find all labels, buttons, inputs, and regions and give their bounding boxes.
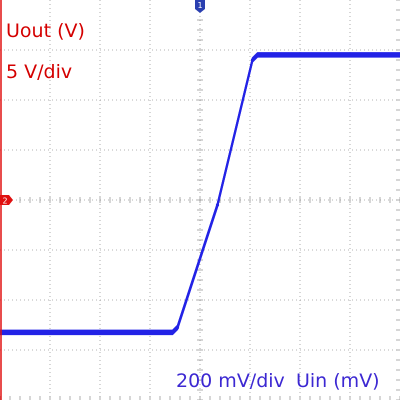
trigger-marker: 1 <box>195 0 205 13</box>
trace-point <box>250 58 255 62</box>
trace-point <box>175 325 180 330</box>
y-scale-label: 5 V/div <box>6 61 72 83</box>
trigger-marker-label: 1 <box>197 1 202 10</box>
ch2-marker-label: 2 <box>2 197 7 206</box>
x-scale-label: 200 mV/div <box>176 370 285 392</box>
y-axis-label: Uout (V) <box>6 20 85 42</box>
trace-point <box>170 330 175 335</box>
x-axis-label: Uin (mV) <box>296 370 380 392</box>
trace-point <box>255 53 260 57</box>
ch2-marker: 2 <box>0 195 13 206</box>
trace-band-0-3 <box>0 56 400 336</box>
trace-point <box>215 203 220 207</box>
ch1-trace <box>0 52 400 336</box>
